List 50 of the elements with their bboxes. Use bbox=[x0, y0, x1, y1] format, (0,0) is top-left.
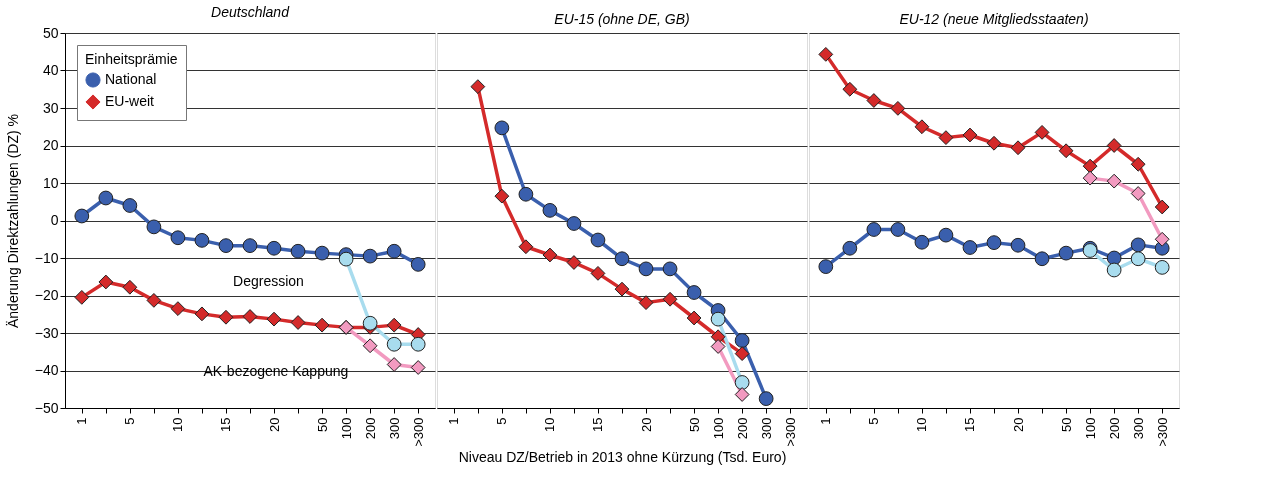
legend-label: National bbox=[105, 71, 157, 87]
x-tick-label: 1 bbox=[818, 417, 834, 425]
x-tick-label: 20 bbox=[1010, 417, 1026, 432]
x-tick-label: 100 bbox=[1082, 417, 1098, 440]
x-tick-label: >300 bbox=[410, 417, 426, 447]
x-tick-label: 100 bbox=[710, 417, 726, 440]
chart-title: EU-15 (ohne DE, GB) bbox=[554, 11, 690, 27]
x-tick-label: 15 bbox=[218, 417, 234, 432]
y-axis-title: Änderung Direktzahlungen (DZ) % bbox=[4, 114, 21, 328]
x-tick-label: 50 bbox=[686, 417, 702, 432]
x-tick-label: 1 bbox=[446, 417, 462, 425]
y-tick-label: −10 bbox=[34, 249, 59, 266]
x-tick-label: >300 bbox=[782, 417, 798, 447]
legend-label: EU-weit bbox=[105, 93, 155, 109]
x-tick-label: 50 bbox=[314, 417, 330, 432]
x-tick-label: 1 bbox=[74, 417, 90, 425]
legend-title: Einheitsprämie bbox=[85, 51, 178, 67]
y-tick-label: 50 bbox=[42, 24, 59, 41]
y-tick-label: 20 bbox=[42, 137, 59, 153]
x-tick-label: 300 bbox=[1130, 417, 1146, 440]
x-tick-label: 100 bbox=[338, 417, 354, 440]
x-tick-label: 300 bbox=[386, 417, 402, 440]
x-tick-label: 200 bbox=[362, 417, 378, 440]
x-tick-label: 300 bbox=[758, 417, 774, 440]
y-tick-label: −30 bbox=[34, 324, 59, 341]
x-tick-label: 5 bbox=[866, 417, 882, 425]
x-tick-label: 5 bbox=[122, 417, 138, 425]
x-tick-label: 10 bbox=[914, 417, 930, 432]
x-tick-label: 200 bbox=[734, 417, 750, 440]
x-tick-label: 20 bbox=[638, 417, 654, 432]
y-tick-label: 10 bbox=[42, 174, 59, 191]
x-tick-label: 15 bbox=[590, 417, 606, 432]
x-tick-label: 10 bbox=[170, 417, 186, 432]
x-tick-label: 200 bbox=[1106, 417, 1122, 440]
y-tick-label: −40 bbox=[34, 362, 59, 378]
x-tick-label: 15 bbox=[962, 417, 978, 432]
x-tick-label: >300 bbox=[1154, 417, 1170, 447]
chart-title: Deutschland bbox=[211, 4, 291, 20]
annotation: Degression bbox=[233, 273, 304, 290]
y-tick-label: 30 bbox=[42, 99, 59, 116]
x-axis-title: Niveau DZ/Betrieb in 2013 ohne Kürzung (Tsd. Euro) bbox=[458, 448, 787, 465]
y-tick-label: 0 bbox=[50, 212, 59, 228]
y-tick-label: −50 bbox=[34, 399, 59, 416]
chart-title: EU-12 (neue Mitgliedsstaaten) bbox=[899, 11, 1089, 27]
x-tick-label: 20 bbox=[266, 417, 282, 432]
x-tick-label: 5 bbox=[494, 417, 510, 425]
x-tick-label: 10 bbox=[542, 417, 558, 432]
y-tick-label: −20 bbox=[34, 287, 59, 303]
x-tick-label: 50 bbox=[1058, 417, 1074, 432]
y-tick-label: 40 bbox=[42, 62, 59, 78]
